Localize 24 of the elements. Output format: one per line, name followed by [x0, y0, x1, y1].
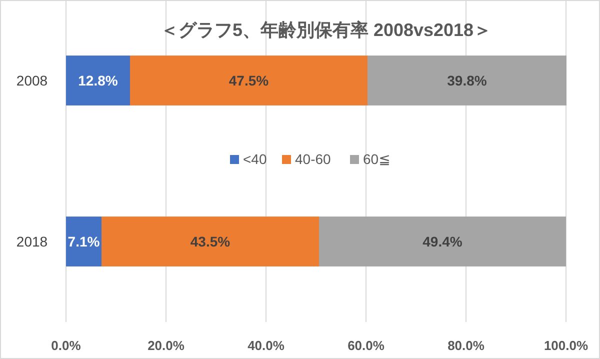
data-label: 7.1%	[68, 234, 100, 250]
bar	[319, 216, 566, 266]
x-tick-label: 60.0%	[348, 338, 385, 353]
bar	[66, 56, 130, 106]
y-tick-label: 2018	[16, 234, 48, 250]
data-label: 43.5%	[190, 234, 231, 250]
x-tick-label: 100.0%	[544, 338, 588, 353]
x-tick-label: 0.0%	[51, 338, 82, 353]
bar	[368, 56, 566, 106]
y-tick-label: 2008	[16, 72, 48, 88]
legend-label: <40	[243, 151, 267, 167]
x-tick-label: 40.0%	[248, 338, 285, 353]
x-tick-label: 20.0%	[148, 338, 185, 353]
data-label: 49.4%	[422, 234, 463, 250]
data-label: 12.8%	[78, 72, 118, 88]
bar	[66, 216, 102, 266]
legend-label: 40-60	[295, 151, 332, 167]
data-label: 47.5%	[228, 72, 270, 88]
legend-label: 60≦	[363, 151, 390, 167]
x-tick-label: 80.0%	[448, 338, 485, 353]
bar	[102, 216, 319, 266]
bar	[130, 56, 368, 106]
data-label: 39.8%	[447, 72, 488, 88]
text: ＜グラフ5、年齢別保有率 2008vs2018＞	[160, 20, 492, 40]
